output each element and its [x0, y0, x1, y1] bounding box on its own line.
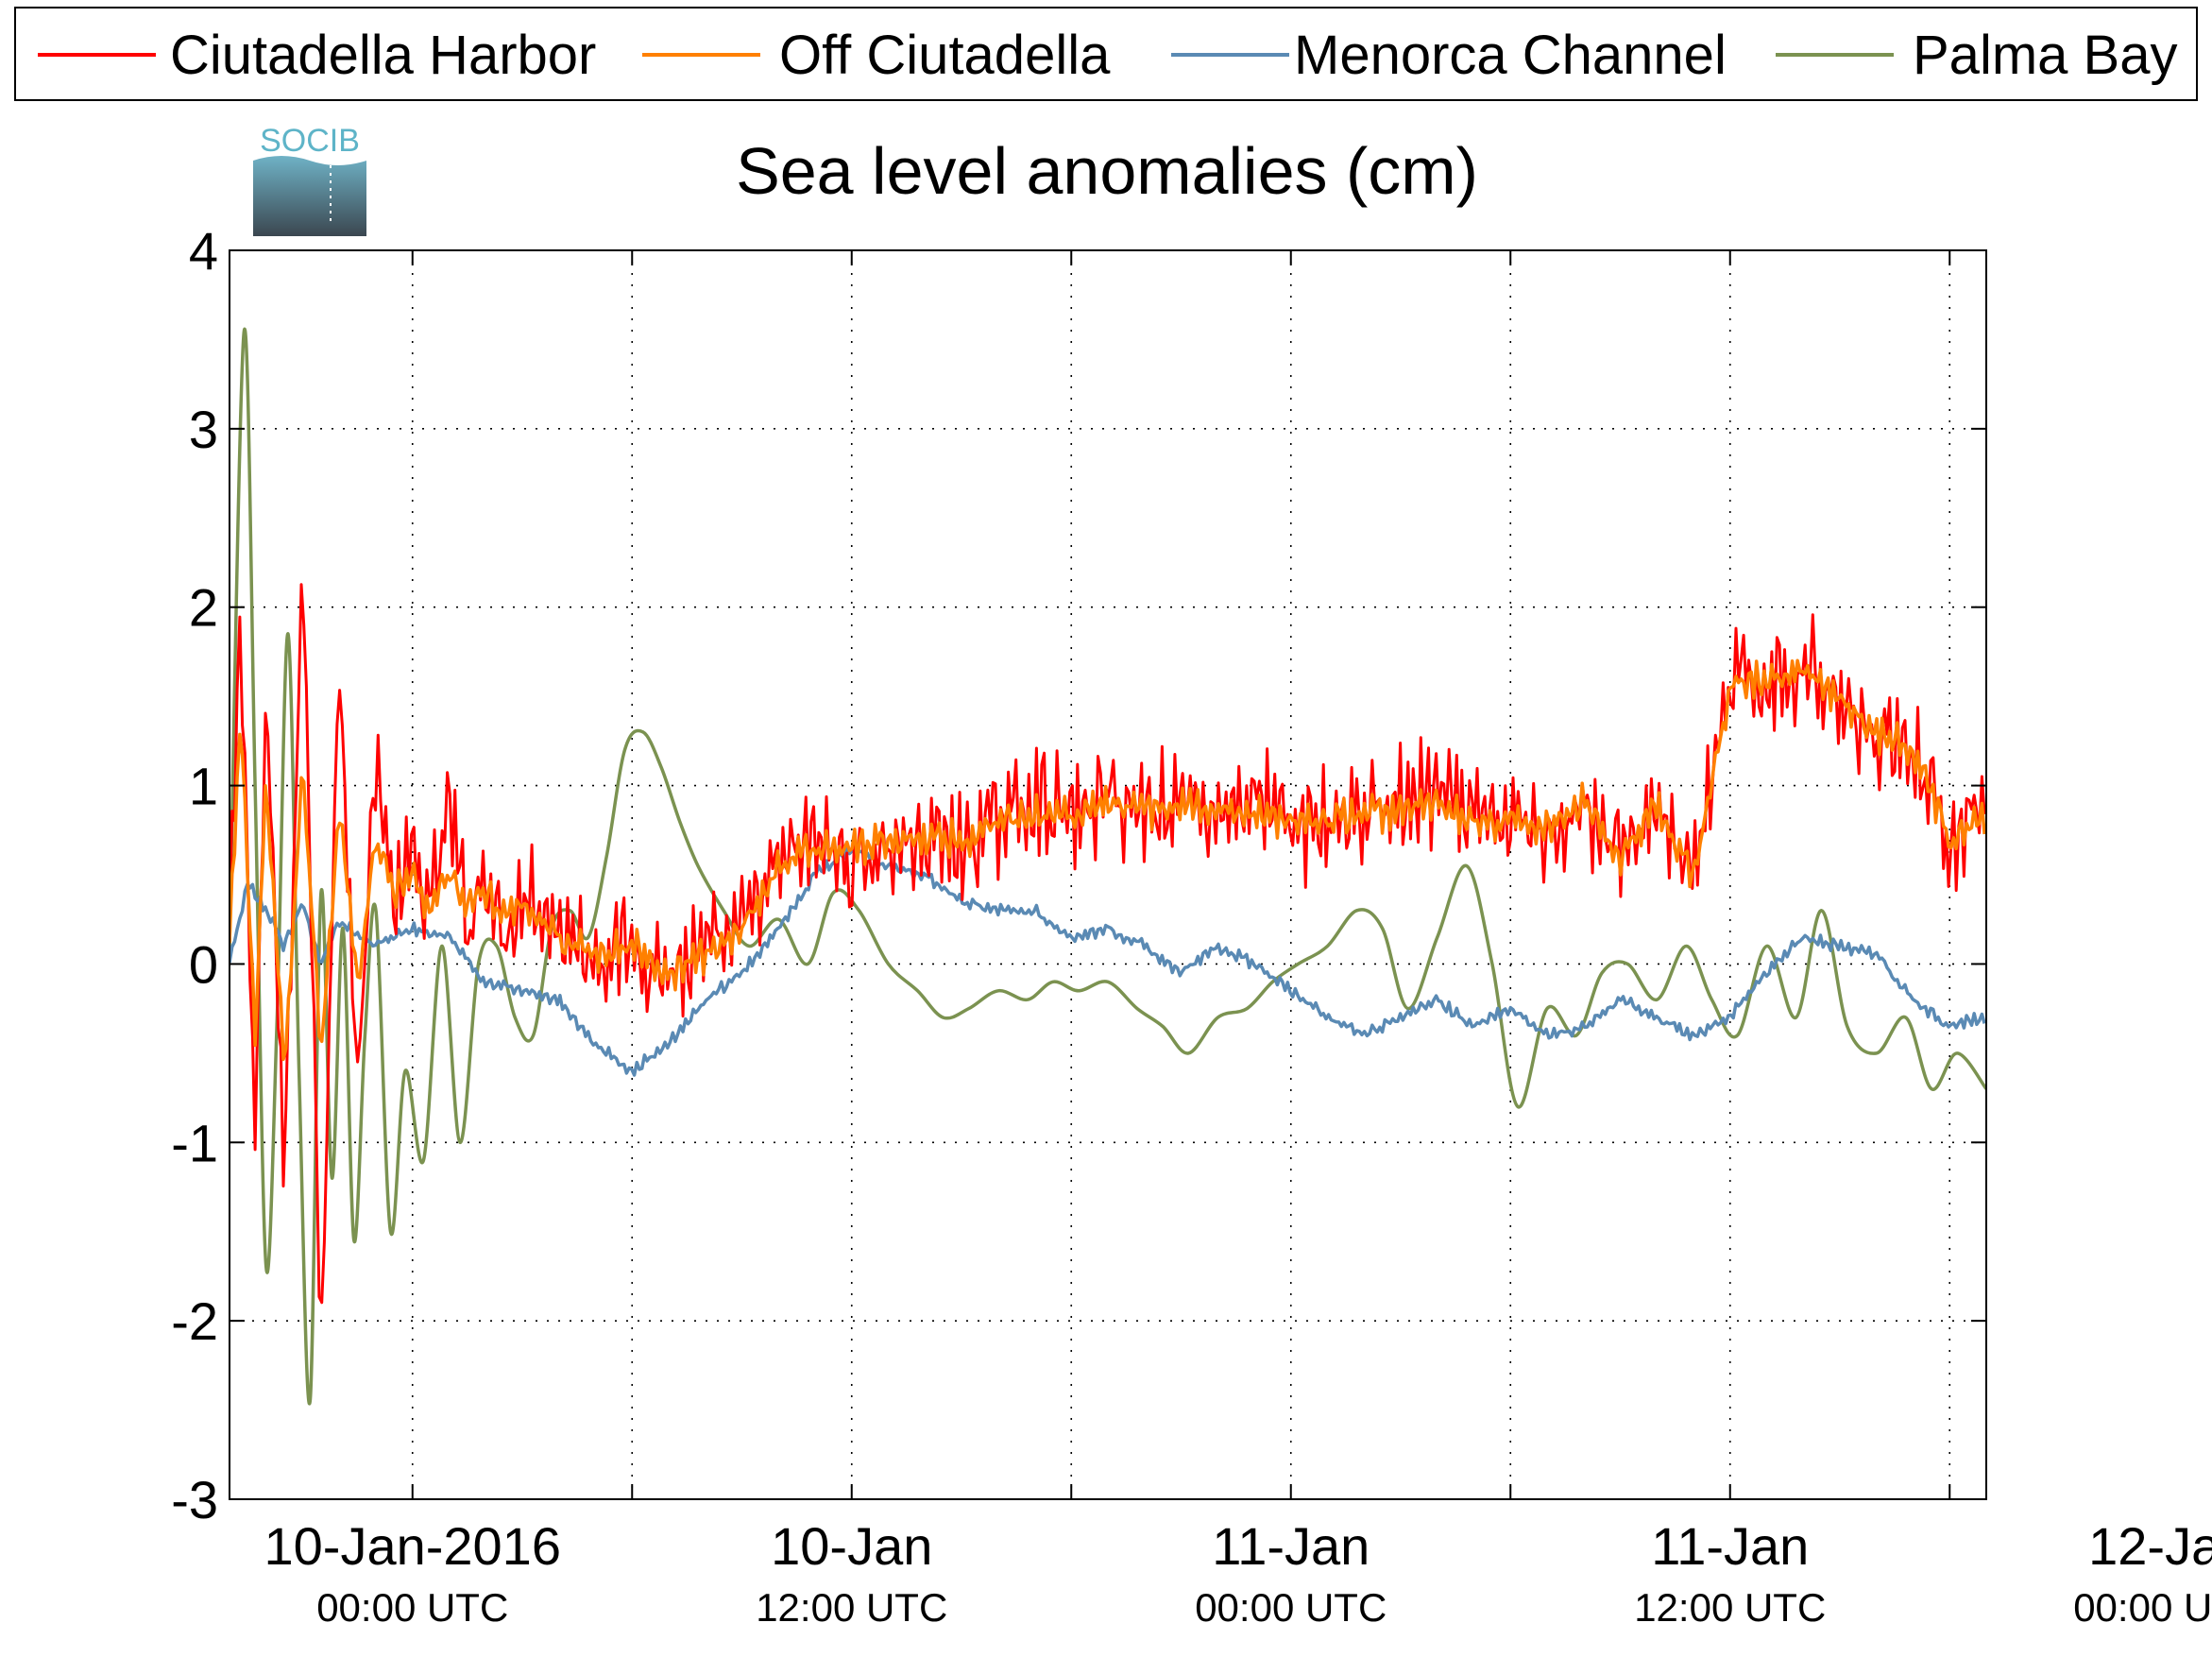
- chart-title: Sea level anomalies (cm): [736, 134, 1478, 208]
- series-line-off-ciutadella: [230, 658, 1986, 1062]
- x-tick-sublabel: 00:00 UTC: [1195, 1585, 1387, 1630]
- x-tick-label: 12-Jan: [2088, 1516, 2212, 1576]
- series-line-menorca-channel: [230, 846, 1986, 1077]
- y-tick-label: -3: [171, 1470, 218, 1529]
- legend-label-ciutadella-harbor: Ciutadella Harbor: [170, 25, 596, 86]
- logo-wave: [253, 156, 366, 236]
- y-tick-labels: 4 3 2 1 0 -1 -2 -3: [171, 221, 218, 1529]
- y-tick-label: 1: [189, 757, 218, 816]
- x-tick-label: 10-Jan-2016: [264, 1516, 561, 1576]
- x-tick-sublabel: 12:00 UTC: [756, 1585, 947, 1630]
- logo-text: SOCIB: [260, 123, 360, 159]
- series-group: [230, 327, 1986, 1406]
- plot-frame: [229, 249, 1987, 1500]
- ticks: [230, 249, 1986, 1500]
- x-tick-label: 10-Jan: [771, 1516, 932, 1576]
- y-tick-label: 2: [189, 578, 218, 638]
- y-tick-label: -2: [171, 1291, 218, 1351]
- x-tick-sublabel: 12:00 UTC: [1634, 1585, 1826, 1630]
- legend: Ciutadella Harbor Off Ciutadella Menorca C…: [14, 7, 2198, 101]
- plot-area: [230, 250, 1986, 1499]
- x-tick-sublabel: 00:00 UTC: [316, 1585, 508, 1630]
- grid: [230, 250, 1986, 1499]
- y-tick-label: 4: [189, 221, 218, 281]
- legend-label-palma-bay: Palma Bay: [1913, 25, 2177, 86]
- socib-logo: SOCIB: [253, 123, 366, 236]
- y-tick-label: 3: [189, 400, 218, 459]
- x-tick-label: 11-Jan: [1212, 1516, 1370, 1576]
- y-tick-label: 0: [189, 934, 218, 994]
- x-tick-sublabel: 00:00 UTC: [2073, 1585, 2212, 1630]
- x-tick-labels: 10-Jan-2016 00:00 UTC 10-Jan 12:00 UTC 11-Ja…: [264, 1516, 2212, 1630]
- y-tick-label: -1: [171, 1113, 218, 1172]
- legend-label-off-ciutadella: Off Ciutadella: [779, 25, 1111, 86]
- legend-label-menorca-channel: Menorca Channel: [1294, 25, 1727, 86]
- x-tick-label: 11-Jan: [1651, 1516, 1809, 1576]
